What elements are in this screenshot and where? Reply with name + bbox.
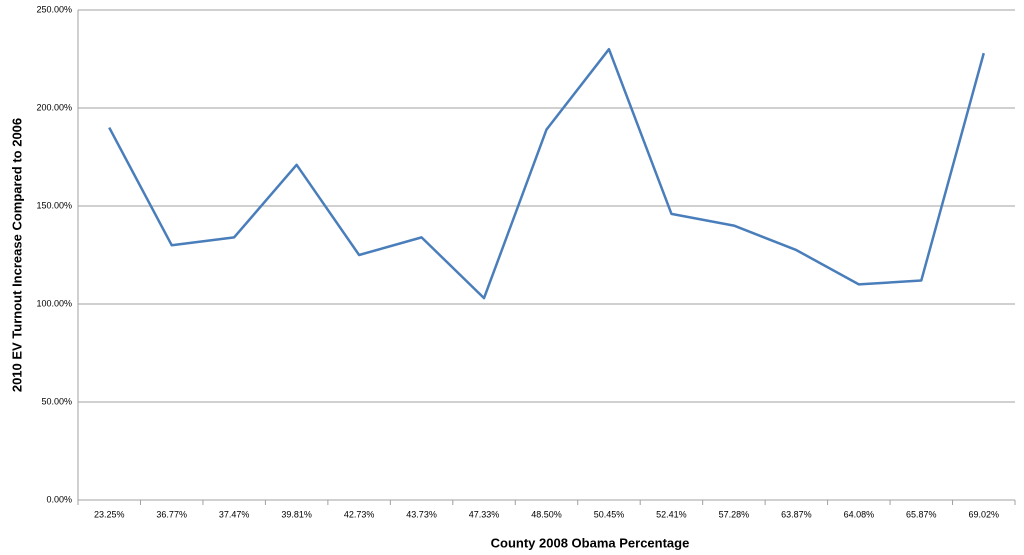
x-tick-label: 43.73% <box>406 509 437 519</box>
y-tick-label: 200.00% <box>36 102 72 112</box>
x-tick-label: 50.45% <box>594 509 625 519</box>
y-tick-label: 0.00% <box>46 494 72 504</box>
y-tick-label: 150.00% <box>36 200 72 210</box>
x-tick-label: 64.08% <box>844 509 875 519</box>
y-tick-label: 50.00% <box>41 396 72 406</box>
x-tick-label: 63.87% <box>781 509 812 519</box>
x-axis-title: County 2008 Obama Percentage <box>491 535 690 550</box>
line-series <box>108 47 985 300</box>
x-tick-label: 42.73% <box>344 509 375 519</box>
x-tick-label: 37.47% <box>219 509 250 519</box>
y-tick-label: 250.00% <box>36 4 72 14</box>
x-tick-label: 47.33% <box>469 509 500 519</box>
y-axis-title: 2010 EV Turnout Increase Compared to 200… <box>9 118 24 392</box>
x-tick-label: 36.77% <box>156 509 187 519</box>
x-tick-label: 48.50% <box>531 509 562 519</box>
x-tick-label: 39.81% <box>281 509 312 519</box>
x-tick-label: 52.41% <box>656 509 687 519</box>
y-tick-label: 100.00% <box>36 298 72 308</box>
x-tick-label: 65.87% <box>906 509 937 519</box>
x-tick-label: 23.25% <box>94 509 125 519</box>
x-tick-label: 57.28% <box>719 509 750 519</box>
x-tick-label: 69.02% <box>969 509 1000 519</box>
